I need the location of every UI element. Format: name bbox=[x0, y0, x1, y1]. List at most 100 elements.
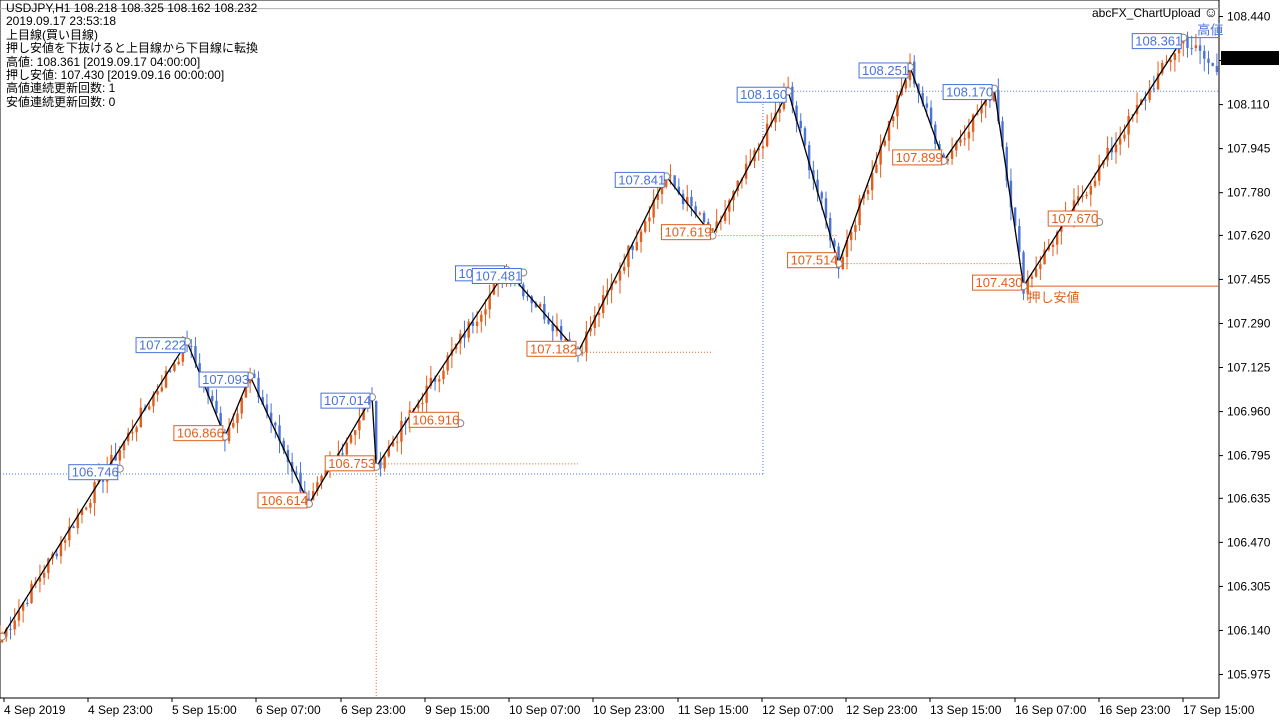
swing-label-box bbox=[736, 86, 787, 103]
candle-body bbox=[1043, 249, 1046, 265]
candle-body bbox=[526, 296, 529, 298]
candle-body bbox=[148, 406, 151, 410]
price-tick-label: 106.305 bbox=[1227, 579, 1271, 593]
price-tick-label: 105.975 bbox=[1227, 668, 1271, 682]
candle-body bbox=[980, 105, 983, 114]
candle-body bbox=[215, 400, 218, 414]
candle-body bbox=[656, 194, 660, 200]
candle-body bbox=[1123, 134, 1126, 139]
candle-body bbox=[135, 427, 138, 433]
high-level-label: 高値 bbox=[1197, 23, 1223, 38]
swing-high-label: 108.361 bbox=[1135, 34, 1182, 49]
candle-body bbox=[761, 146, 765, 149]
candle-body bbox=[152, 394, 155, 407]
candle-body bbox=[955, 142, 958, 151]
candle-body bbox=[837, 246, 840, 269]
candle-body bbox=[1194, 45, 1198, 48]
candle-body bbox=[1110, 147, 1114, 153]
swing-label-box bbox=[173, 425, 224, 442]
candle-body bbox=[1085, 194, 1088, 196]
candle-body bbox=[131, 432, 134, 434]
candle-body bbox=[795, 105, 798, 121]
candle-body bbox=[463, 333, 466, 338]
swing-label-box bbox=[198, 371, 249, 388]
candle-body bbox=[236, 413, 239, 424]
candle-body bbox=[345, 442, 348, 455]
candle-body bbox=[1198, 45, 1202, 51]
candle-body bbox=[429, 377, 433, 386]
price-tick-label: 107.780 bbox=[1227, 186, 1271, 200]
candle-body bbox=[379, 459, 382, 469]
candle-body bbox=[59, 542, 63, 557]
candle-body bbox=[1026, 278, 1029, 294]
smiley-icon: ☺ bbox=[1203, 4, 1218, 20]
candle-body bbox=[824, 198, 828, 219]
candle-body bbox=[1127, 115, 1130, 135]
candle-body bbox=[614, 280, 618, 284]
candle-body bbox=[232, 423, 235, 428]
candle-body bbox=[244, 383, 248, 398]
candle-body bbox=[47, 558, 50, 574]
candle-body bbox=[261, 397, 264, 405]
price-tick-label: 106.795 bbox=[1227, 449, 1271, 463]
candle-body bbox=[921, 92, 924, 104]
candle-body bbox=[849, 231, 853, 241]
current-price-badge bbox=[1221, 51, 1279, 66]
candle-body bbox=[139, 407, 143, 428]
candle-body bbox=[917, 83, 920, 93]
candle-body bbox=[719, 220, 723, 222]
candle-body bbox=[1022, 252, 1025, 294]
candle-body bbox=[1098, 164, 1101, 181]
swing-high-label: 107.481 bbox=[475, 268, 522, 283]
candle-body bbox=[286, 450, 290, 463]
candle-body bbox=[522, 284, 525, 297]
candle-body bbox=[26, 602, 29, 604]
time-tick-label: 10 Sep 23:00 bbox=[593, 703, 665, 717]
candle-body bbox=[934, 124, 937, 145]
candle-body bbox=[669, 175, 672, 177]
candle-body bbox=[1156, 73, 1160, 90]
swing-label-box bbox=[614, 171, 665, 188]
candle-body bbox=[324, 469, 327, 476]
swing-label-box bbox=[320, 392, 371, 409]
candle-body bbox=[1152, 88, 1156, 90]
time-tick-label: 6 Sep 23:00 bbox=[341, 703, 406, 717]
candle-body bbox=[1161, 62, 1164, 74]
candle-body bbox=[421, 402, 424, 404]
candle-body bbox=[1148, 88, 1151, 101]
candle-body bbox=[198, 363, 201, 378]
candle-body bbox=[971, 114, 975, 132]
candle-body bbox=[471, 321, 475, 326]
price-tick-label: 106.635 bbox=[1227, 491, 1271, 505]
swing-label-box bbox=[1131, 33, 1182, 50]
candle-body bbox=[639, 231, 643, 242]
time-tick-label: 4 Sep 2019 bbox=[4, 703, 66, 717]
candle-body bbox=[698, 212, 702, 215]
candle-body bbox=[80, 509, 84, 515]
swing-label-box bbox=[972, 274, 1023, 291]
candle-body bbox=[673, 175, 676, 187]
swing-high-label: 107.093 bbox=[202, 372, 249, 387]
swing-markers: 106.117107.222106.866107.093106.614107.0… bbox=[0, 33, 1188, 642]
candle-body bbox=[13, 620, 16, 630]
swing-label-box bbox=[660, 224, 711, 241]
candle-body bbox=[807, 145, 811, 171]
candle-body bbox=[862, 194, 866, 199]
candle-body bbox=[866, 190, 870, 195]
candle-body bbox=[635, 241, 639, 251]
candle-body bbox=[1203, 50, 1206, 59]
candle-body bbox=[631, 245, 634, 251]
candle-body bbox=[892, 116, 895, 121]
candle-body bbox=[593, 314, 596, 328]
swing-label-box bbox=[135, 337, 186, 354]
price-tick-label: 107.125 bbox=[1227, 361, 1271, 375]
swing-high-label: 108.251 bbox=[862, 63, 909, 78]
candle-body bbox=[1169, 59, 1172, 62]
candle-body bbox=[854, 225, 857, 232]
price-tick-label: 107.290 bbox=[1227, 316, 1271, 330]
candle-body bbox=[160, 387, 164, 392]
candle-body bbox=[585, 331, 588, 352]
candle-body bbox=[1144, 99, 1147, 101]
candle-body bbox=[1114, 144, 1118, 153]
